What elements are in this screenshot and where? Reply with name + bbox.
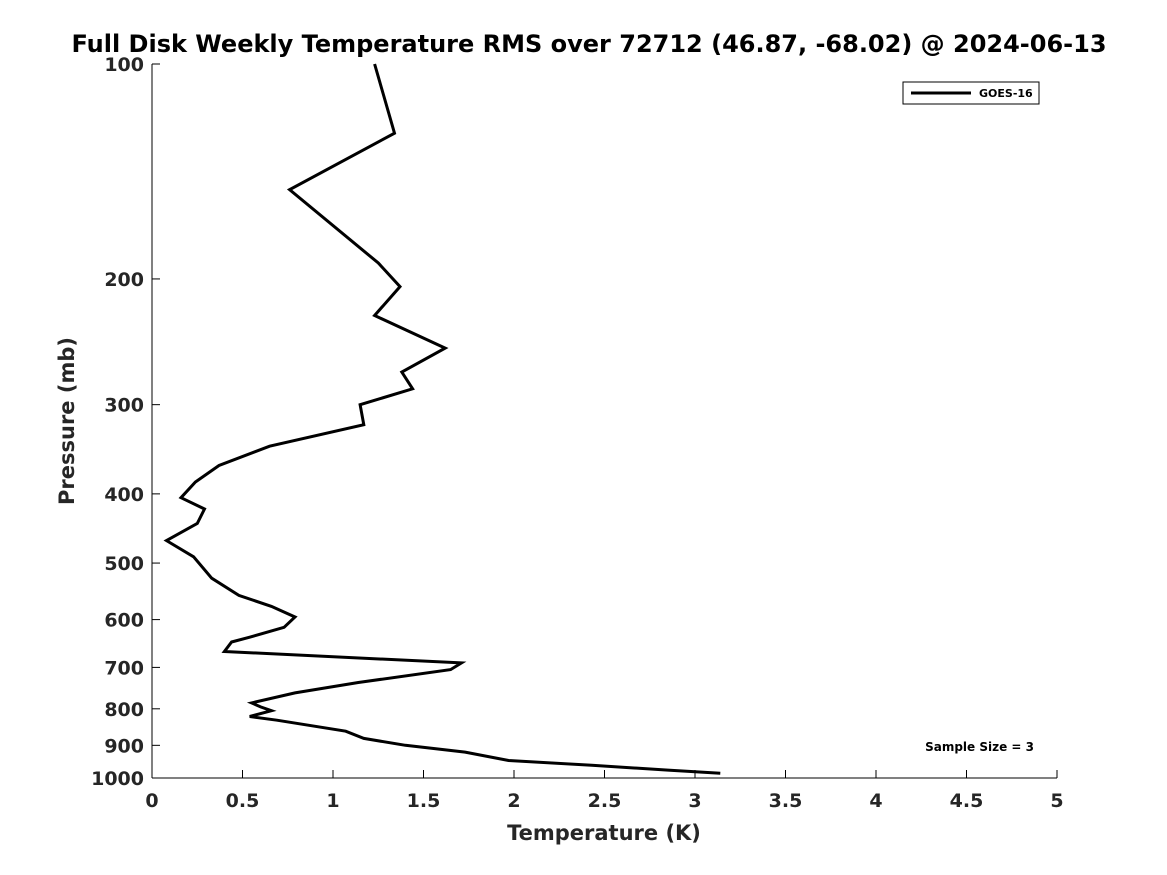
x-tick-label: 2.5 bbox=[588, 790, 622, 812]
x-tick-label: 5 bbox=[1050, 790, 1063, 812]
y-ticks: 100 200 300 400 500 600 700 800 900 1000 bbox=[91, 54, 160, 790]
y-tick-label: 100 bbox=[104, 54, 144, 76]
x-tick-label: 4.5 bbox=[950, 790, 984, 812]
x-tick-label: 0 bbox=[145, 790, 158, 812]
series-layer bbox=[163, 63, 721, 775]
y-tick-label: 700 bbox=[104, 657, 144, 679]
x-tick-label: 2 bbox=[507, 790, 520, 812]
sample-size-annotation: Sample Size = 3 bbox=[925, 740, 1034, 754]
x-tick-label: 3 bbox=[688, 790, 701, 812]
series-line-goes-16 bbox=[163, 63, 721, 775]
y-axis-label: Pressure (mb) bbox=[55, 337, 79, 505]
legend-label: GOES-16 bbox=[979, 87, 1033, 100]
y-tick-label: 600 bbox=[104, 610, 144, 632]
y-tick-label: 800 bbox=[104, 699, 144, 721]
x-tick-label: 4 bbox=[869, 790, 882, 812]
y-tick-label: 200 bbox=[104, 269, 144, 291]
x-tick-label: 3.5 bbox=[769, 790, 803, 812]
y-tick-label: 900 bbox=[104, 735, 144, 757]
x-axis-label: Temperature (K) bbox=[507, 821, 701, 845]
x-tick-label: 1 bbox=[326, 790, 339, 812]
y-tick-label: 300 bbox=[104, 395, 144, 417]
y-tick-label: 400 bbox=[104, 484, 144, 506]
chart-title: Full Disk Weekly Temperature RMS over 72… bbox=[71, 30, 1106, 58]
x-ticks: 0 0.5 1 1.5 2 2.5 3 3.5 4 4.5 5 bbox=[145, 770, 1064, 812]
y-tick-label: 500 bbox=[104, 553, 144, 575]
y-tick-label: 1000 bbox=[91, 768, 144, 790]
x-tick-label: 1.5 bbox=[407, 790, 441, 812]
x-tick-label: 0.5 bbox=[226, 790, 260, 812]
legend: GOES-16 bbox=[902, 81, 1040, 105]
